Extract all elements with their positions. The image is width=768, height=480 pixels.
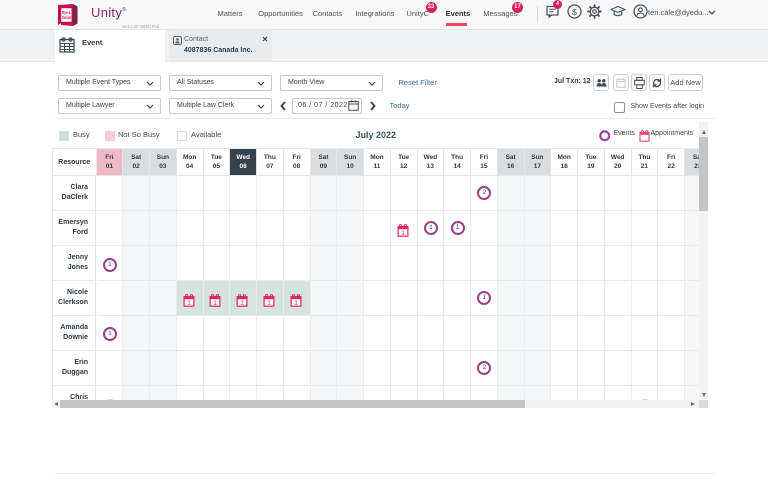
svg-text:1: 1: [214, 300, 218, 307]
svg-text:1: 1: [401, 229, 405, 236]
svg-text:1: 1: [267, 300, 271, 307]
svg-text:$: $: [572, 7, 577, 17]
svg-text:Dye &: Dye &: [62, 10, 71, 15]
svg-text:1: 1: [240, 300, 244, 307]
svg-text:1: 1: [294, 300, 298, 307]
svg-text:1: 1: [187, 300, 191, 307]
svg-text:Durham: Durham: [62, 15, 71, 20]
